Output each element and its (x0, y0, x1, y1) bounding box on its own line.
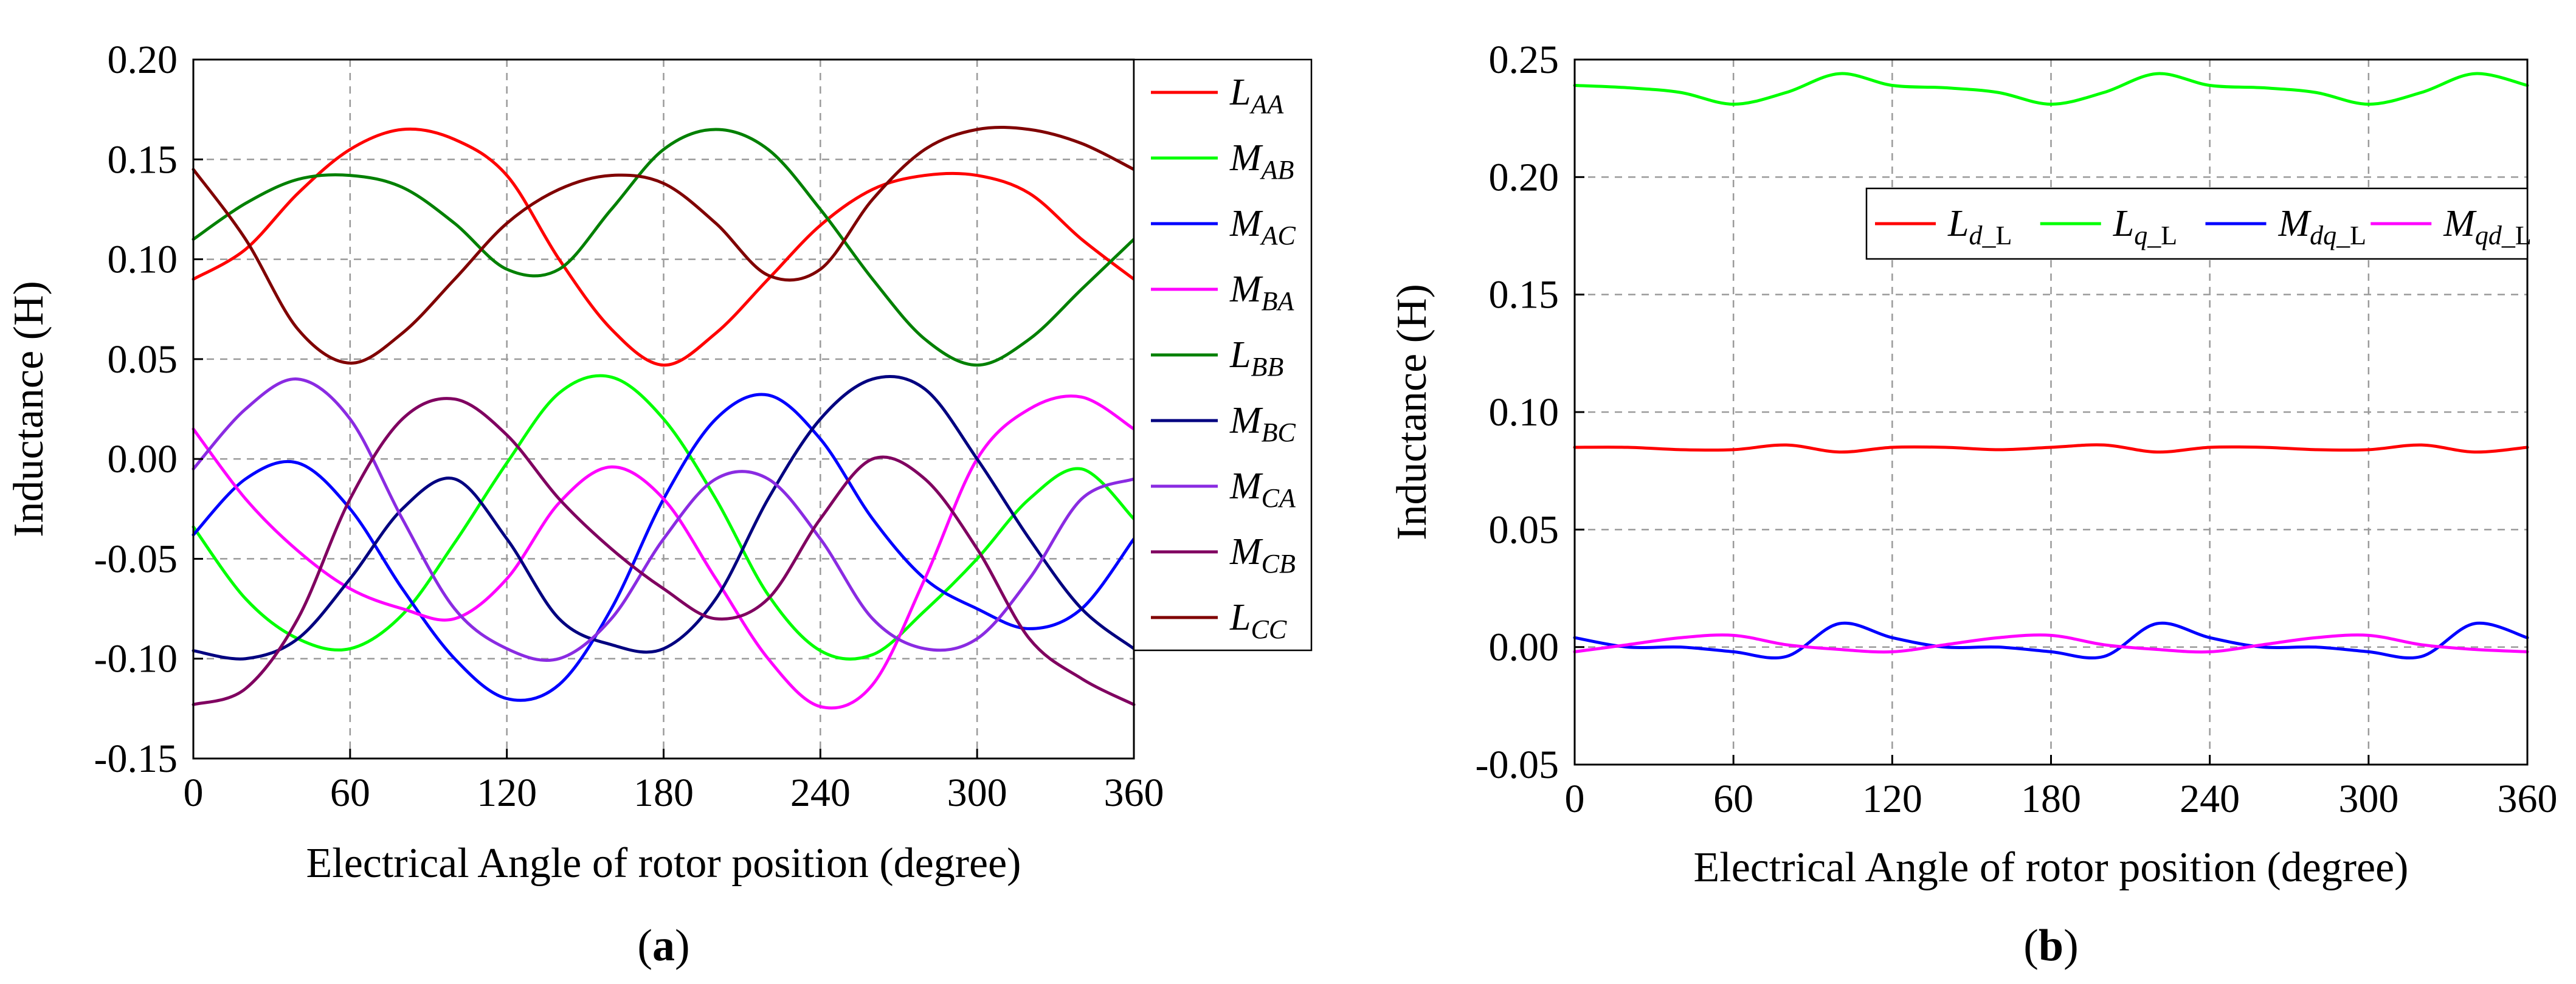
y-axis-title: Inductance (H) (5, 281, 52, 537)
x-axis-title: Electrical Angle of rotor position (degr… (1694, 844, 2409, 891)
figure-caption: (b) (2023, 921, 2078, 971)
legend-label: Lq_L (2113, 203, 2177, 250)
series-line-m-ac (192, 393, 1136, 702)
caption-letter: a (652, 921, 675, 971)
legend-label: LBB (1229, 334, 1283, 382)
y-tick-label: 0.00 (108, 437, 178, 481)
legend-label: Mdq_L (2278, 203, 2367, 250)
legend-label: MBC (1229, 400, 1296, 447)
chart-b: 0 60 120 180 240 300 360 -0.05 0.00 0.05 0.10 0.15 0… (1389, 38, 2558, 971)
x-tick-label: 240 (2180, 777, 2240, 821)
legend: Ld_L Lq_L Mdq_L Mqd_L (1865, 187, 2532, 260)
y-tick-label: -0.05 (1476, 743, 1559, 787)
chart-a: 0 60 120 180 240 300 360 -0.15 -0.10 -0.05 0.00 0.0… (5, 38, 1313, 971)
series-line-m-qd-l (1573, 633, 2529, 654)
y-tick-label: 0.20 (108, 38, 178, 82)
series-line-m-ba (192, 394, 1136, 710)
y-tick-label: 0.05 (1489, 507, 1559, 552)
legend-label: LAA (1229, 72, 1284, 119)
legend: LAA MAB MAC MBA LBB MBC MCA MCB LCC (1133, 58, 1313, 652)
x-tick-label: 60 (330, 771, 370, 815)
series-line-m-dq-l (1573, 621, 2529, 660)
x-tick-label: 180 (2021, 777, 2081, 821)
series-line-l-cc (192, 126, 1136, 365)
series-line-m-ca (192, 377, 1136, 662)
y-tick-label: 0.05 (108, 337, 178, 382)
series-line-m-cb (192, 397, 1136, 706)
y-tick-label: 0.15 (1489, 273, 1559, 317)
x-tick-label: 60 (1713, 777, 1753, 821)
caption-letter: b (2039, 921, 2063, 971)
x-axis-title: Electrical Angle of rotor position (degr… (306, 840, 1021, 887)
series-line-l-q-l (1573, 72, 2529, 106)
x-tick-label: 180 (634, 771, 694, 815)
y-tick-label: -0.05 (94, 537, 178, 581)
y-tick-label: 0.10 (108, 238, 178, 282)
legend-label: Mqd_L (2443, 203, 2532, 250)
legend-label: LCC (1229, 597, 1287, 644)
y-tick-label: -0.15 (94, 737, 178, 781)
x-tick-label: 240 (790, 771, 851, 815)
legend-label: MCA (1229, 466, 1296, 513)
y-tick-label: -0.10 (94, 637, 178, 681)
y-tick-label: 0.25 (1489, 38, 1559, 82)
series-line-m-bc (192, 375, 1136, 661)
y-axis-title: Inductance (H) (1389, 284, 1435, 540)
figure-caption: (a) (637, 921, 689, 971)
x-tick-label: 120 (1862, 777, 1922, 821)
y-tick-label: 0.00 (1489, 625, 1559, 670)
legend-label: MCB (1229, 531, 1296, 579)
x-tick-label: 360 (2498, 777, 2558, 821)
x-tick-label: 360 (1104, 771, 1164, 815)
series-line-l-aa (192, 127, 1136, 367)
y-tick-label: 0.10 (1489, 390, 1559, 435)
legend-label: MAC (1229, 203, 1296, 250)
legend-label: MBA (1229, 269, 1295, 316)
x-tick-label: 300 (2338, 777, 2398, 821)
series-line-l-d-l (1573, 443, 2529, 454)
x-tick-label: 0 (1565, 777, 1585, 821)
x-tick-label: 300 (947, 771, 1007, 815)
legend-label: Ld_L (1947, 203, 2012, 250)
y-tick-label: 0.20 (1489, 155, 1559, 199)
series-line-l-bb (192, 128, 1136, 367)
x-tick-label: 120 (477, 771, 537, 815)
x-tick-label: 0 (184, 771, 204, 815)
series-line-m-ab (192, 374, 1136, 661)
legend-label: MAB (1229, 137, 1294, 185)
y-tick-label: 0.15 (108, 137, 178, 182)
